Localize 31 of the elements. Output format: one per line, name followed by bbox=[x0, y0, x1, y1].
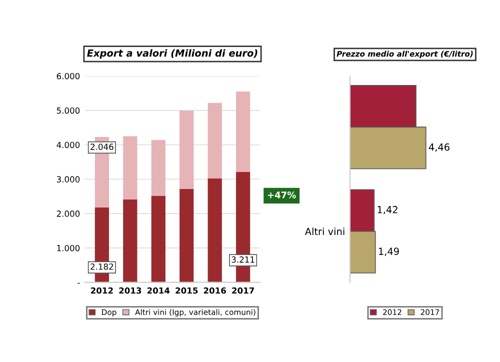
x-tick-label: 2014 bbox=[147, 287, 170, 294]
y-tick-label: - bbox=[78, 282, 80, 284]
y-tick-label: 3.000 bbox=[56, 176, 80, 182]
data-label: 2.046 bbox=[90, 144, 114, 150]
data-label: 4,46 bbox=[428, 143, 450, 152]
bar bbox=[208, 102, 222, 178]
text: +47% bbox=[268, 191, 296, 198]
x-tick-label: 2017 bbox=[232, 287, 254, 294]
data-label: 2.182 bbox=[90, 263, 114, 270]
chart-title: Export a valori (Milioni di euro) bbox=[87, 49, 258, 59]
y-tick-label: Altri vini bbox=[304, 228, 344, 235]
bar bbox=[236, 91, 250, 172]
x-tick-label: 2015 bbox=[176, 287, 198, 294]
y-tick-label: 1.000 bbox=[57, 244, 80, 252]
data-label: 1,42 bbox=[378, 206, 398, 214]
bar bbox=[208, 178, 222, 282]
data-label: 3.211 bbox=[232, 256, 254, 263]
x-tick-label: 2013 bbox=[119, 287, 142, 294]
bar bbox=[123, 136, 138, 200]
y-tick-label: 5.000 bbox=[56, 107, 80, 114]
bar bbox=[151, 140, 166, 196]
bar bbox=[151, 196, 166, 282]
data-label: 1,49 bbox=[378, 248, 399, 256]
y-tick-label: 2.000 bbox=[56, 210, 80, 217]
x-tick-label: 2012 bbox=[91, 287, 113, 294]
y-tick-label: 4.000 bbox=[56, 142, 80, 148]
bar bbox=[180, 188, 194, 282]
bar bbox=[180, 110, 194, 189]
bar bbox=[123, 199, 138, 282]
y-tick-label: 6.000 bbox=[56, 73, 80, 80]
x-tick-label: 2016 bbox=[204, 287, 226, 294]
